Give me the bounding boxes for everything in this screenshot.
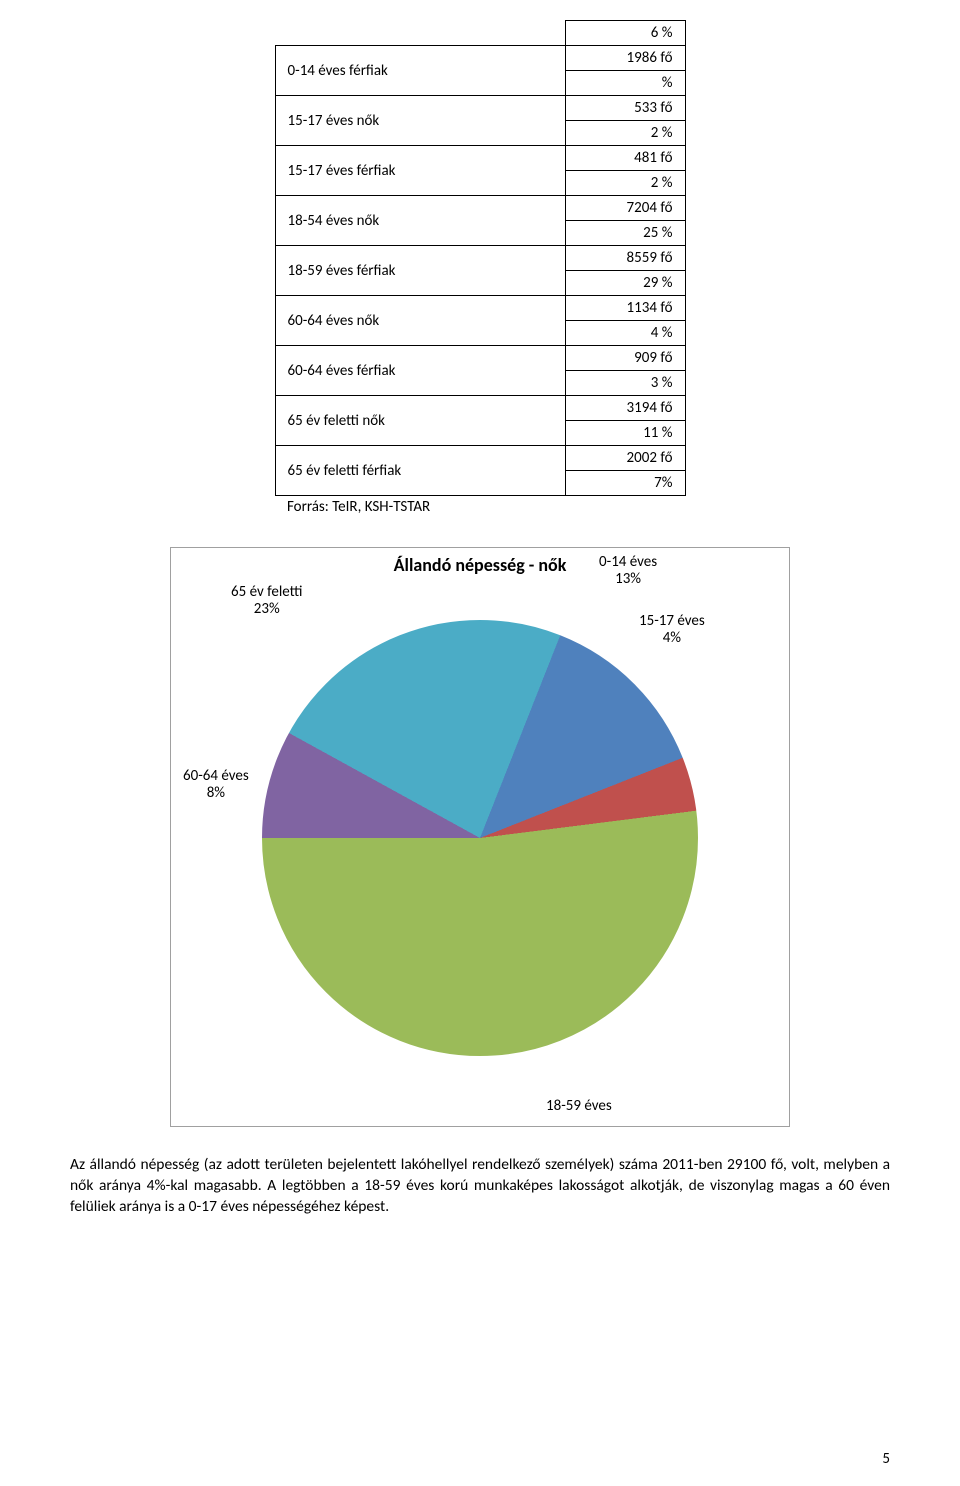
table-row-count: 8559 fő xyxy=(565,246,685,271)
table-row-count: 2002 fő xyxy=(565,446,685,471)
table-source: Forrás: TeIR, KSH-TSTAR xyxy=(275,496,685,520)
pie-slice-label: 65 év feletti23% xyxy=(231,584,302,619)
table-row-count: 7204 fő xyxy=(565,196,685,221)
table-row-label: 0-14 éves férfiak xyxy=(275,46,565,96)
table-row-pct: 2 % xyxy=(565,121,685,146)
table-row-pct: 3 % xyxy=(565,371,685,396)
table-row-pct: 25 % xyxy=(565,221,685,246)
table-row-count: 909 fő xyxy=(565,346,685,371)
body-paragraph: Az állandó népesség (az adott területen … xyxy=(70,1155,890,1218)
page-number: 5 xyxy=(882,1450,890,1468)
table-row-label: 60-64 éves nők xyxy=(275,296,565,346)
table-row-pct: 11 % xyxy=(565,421,685,446)
pie-slice-label: 0-14 éves13% xyxy=(599,554,657,589)
table-row-label: 60-64 éves férfiak xyxy=(275,346,565,396)
pie-chart xyxy=(260,618,700,1058)
table-row-label: 65 év feletti férfiak xyxy=(275,446,565,496)
table-row-label: 15-17 éves nők xyxy=(275,96,565,146)
table-row-label: 18-54 éves nők xyxy=(275,196,565,246)
chart-title: Állandó népesség - nők xyxy=(394,554,567,576)
table-row-pct: 4 % xyxy=(565,321,685,346)
table-row-count: 3194 fő xyxy=(565,396,685,421)
pie-wrap xyxy=(260,618,700,1058)
table-top-extra: 6 % xyxy=(565,21,685,46)
table-row-label: 65 év feletti nők xyxy=(275,396,565,446)
pie-slice-label: 60-64 éves8% xyxy=(183,768,249,803)
table-row-pct: % xyxy=(565,71,685,96)
pie-slice-label: 15-17 éves4% xyxy=(639,613,705,648)
table-row-count: 533 fő xyxy=(565,96,685,121)
pie-slice-label: 18-59 éves xyxy=(546,1098,612,1115)
table-row-label: 15-17 éves férfiak xyxy=(275,146,565,196)
table-row-pct: 2 % xyxy=(565,171,685,196)
table-row-pct: 29 % xyxy=(565,271,685,296)
table-row-label: 18-59 éves férfiak xyxy=(275,246,565,296)
table-row-count: 481 fő xyxy=(565,146,685,171)
pie-chart-container: Állandó népesség - nők 60-64 éves8% 65 év… xyxy=(170,547,790,1127)
table-row-count: 1986 fő xyxy=(565,46,685,71)
table-row-pct: 7% xyxy=(565,471,685,496)
table-row-count: 1134 fő xyxy=(565,296,685,321)
population-table: 6 %0-14 éves férfiak1986 fő%15-17 éves n… xyxy=(275,20,686,519)
